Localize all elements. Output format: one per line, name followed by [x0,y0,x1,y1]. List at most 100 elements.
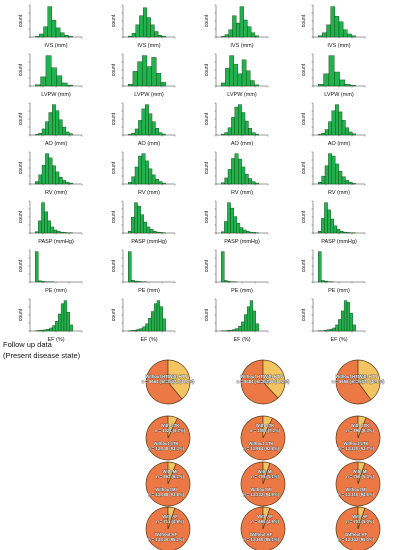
histogram-bar [38,174,43,185]
histogram-bar [318,134,322,136]
x-axis-label: LVPW (mm) [324,92,354,98]
y-axis-label: count [204,161,210,174]
histogram-bar [44,211,48,234]
pie-label: Without STK [248,441,273,446]
histogram-panel: count EF (%) [18,298,83,343]
histogram-bar [35,84,41,87]
histogram-bar [145,104,149,136]
histogram-bar [69,133,73,136]
pie-label: Without MI [250,487,271,492]
histogram-bar [338,21,344,38]
histogram-bar [322,32,327,38]
histogram-bar [55,171,60,185]
histogram-bar [318,35,323,38]
histogram-bar [344,83,351,87]
pie-value: n = 8664 (61.3%) [142,379,175,384]
histogram-bar [157,34,163,38]
pie-value: n = 713 (4.8%) [156,519,184,524]
histogram-bar [151,311,155,332]
y-axis-label: count [301,259,307,272]
histogram-bar [348,131,353,136]
pie-chart: With AFn = 690 (4.9%) Without AFn = 13,36… [240,506,286,550]
histogram-bar [248,128,253,136]
pie-value: n = 13,048 (93.3%) [148,446,185,451]
y-axis-label: count [18,259,24,272]
pie-slice-yellow [262,461,271,485]
pie-label: With HTN [169,374,188,379]
histogram-bar [241,321,245,332]
pie-value: n = 13,360 (95.1%) [243,537,280,542]
y-axis-label: count [204,63,210,76]
histogram-bar [234,153,239,185]
x-axis-label: PASP (mmHg) [321,239,357,245]
histogram-bar [52,165,56,185]
histogram-bar [151,121,156,136]
x-axis-label: LVPW (mm) [134,92,164,98]
histogram-panel: count AO (mm) [18,102,83,147]
histogram-bar [162,133,166,136]
histogram-bar [127,134,132,136]
histogram-bar [224,132,229,136]
x-axis-label: LVPW (mm) [227,92,257,98]
histogram-panel: count PE (mm) [204,249,269,294]
pie-label: With AF [257,514,273,519]
x-axis-label: RV (mm) [231,190,253,196]
histogram-bar [345,180,350,185]
histogram-bar [52,104,56,136]
histogram-bar [137,61,143,87]
histogram-bar [235,22,241,38]
histogram-panel: count PASP (mmHg) [18,200,83,245]
pie-slice-yellow [262,506,271,530]
histogram-bar [159,306,163,332]
histogram-bar [333,225,338,234]
histogram-panel: count LVPW (mm) [18,53,83,98]
histogram-bar [145,323,149,332]
histogram-bar [226,330,231,332]
histogram-bar [351,35,356,38]
pie-slice-yellow [167,506,176,530]
y-axis-label: count [18,63,24,76]
histogram-bar [134,128,139,136]
histogram-bar [244,120,249,136]
histogram-bar [233,216,237,234]
pie-label: Without STK [343,441,368,446]
histogram-bar [338,319,342,332]
histogram-bar [229,329,233,332]
histogram-bar [141,153,146,185]
histogram-bar [51,67,57,87]
histogram-bar [239,6,244,38]
histogram-bar [158,132,163,136]
histogram-bar [251,132,256,136]
histogram-bar [352,183,356,185]
histogram-bar [153,303,158,332]
histogram-bar [35,134,39,136]
histogram-bar [220,251,225,283]
histogram-bar [233,63,239,87]
histogram-bar [243,19,248,38]
histogram-bar [352,324,356,332]
x-axis-label: PE (mm) [231,288,253,294]
histogram-bar [244,174,249,185]
histogram-panel: count IVS (mm) [111,4,176,49]
histogram-panel: count AO (mm) [204,102,269,147]
histogram-bar [158,181,163,185]
pie-value: n = 8484 (61.8%) [237,379,270,384]
histogram-bar [151,174,156,185]
x-axis-label: IVS (mm) [44,43,67,49]
histogram-bar [339,230,344,234]
histogram-bar [148,113,153,136]
y-axis-label: count [18,161,24,174]
histogram-bar [220,231,225,234]
histogram-bar [235,328,239,332]
histogram-bar [244,314,248,332]
y-axis-label: count [301,161,307,174]
histogram-bar [348,181,353,185]
histogram-bar [140,214,144,234]
histogram-bar [69,182,73,185]
histogram-bar [323,73,330,87]
y-axis-label: count [111,161,117,174]
histogram-bar [231,117,236,136]
histogram-bar [331,110,336,136]
histogram-bar [52,325,56,332]
